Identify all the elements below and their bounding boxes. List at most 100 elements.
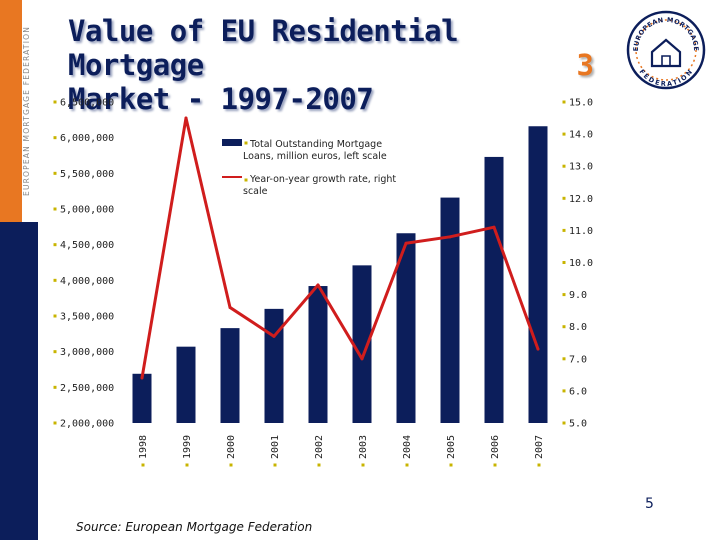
right-tick-marker xyxy=(562,357,566,361)
right-tick-label: 11.0 xyxy=(569,226,593,237)
left-tick-label: 5,000,000 xyxy=(60,205,114,216)
x-tick-label-2005: 2005 xyxy=(446,435,457,459)
bar-2001 xyxy=(264,308,284,423)
source-note: Source: European Mortgage Federation xyxy=(76,520,313,534)
slide-title: Value of EU Residential Mortgage Market … xyxy=(68,14,598,116)
right-tick-label: 10.0 xyxy=(569,258,593,269)
growth-point-2007 xyxy=(536,347,540,351)
right-tick-marker xyxy=(562,389,566,393)
right-tick-marker xyxy=(562,261,566,264)
sidebar-text-strip xyxy=(22,0,38,222)
right-tick-label: 15.0 xyxy=(569,98,593,109)
right-tick-label: 9.0 xyxy=(569,290,587,301)
right-tick-marker xyxy=(562,293,566,297)
right-tick-marker xyxy=(562,164,566,168)
growth-point-2000 xyxy=(228,305,232,309)
bar-2007 xyxy=(528,126,548,424)
left-tick-label: 3,000,000 xyxy=(60,347,114,358)
left-tick-marker xyxy=(53,243,57,247)
right-tick-marker xyxy=(562,421,566,425)
left-tick-label: 2,000,000 xyxy=(60,419,114,430)
growth-point-2004 xyxy=(404,241,408,245)
bar-2005 xyxy=(440,197,460,423)
right-tick-label: 6.0 xyxy=(569,386,587,397)
growth-point-2005 xyxy=(448,235,452,239)
left-tick-label: 2,500,000 xyxy=(60,383,114,394)
bar-1999 xyxy=(176,346,196,423)
left-axis-ticks: 2,000,000 2,500,000 3,000,000 3,500,000 4,00… xyxy=(53,98,114,430)
left-tick-label: 5,500,000 xyxy=(60,169,114,180)
left-tick-marker xyxy=(53,100,57,104)
bar-2004 xyxy=(396,233,416,423)
left-tick-label: 4,500,000 xyxy=(60,240,114,251)
bar-1998 xyxy=(132,373,152,423)
right-tick-label: 13.0 xyxy=(569,162,593,173)
left-tick-marker xyxy=(53,350,57,354)
x-tick-marker xyxy=(449,463,453,467)
left-tick-marker xyxy=(53,171,57,175)
right-tick-label: 12.0 xyxy=(569,194,593,205)
growth-point-2001 xyxy=(272,334,276,338)
left-tick-marker xyxy=(53,207,57,211)
right-axis-ticks: 5.0 6.0 7.0 8.0 9.0 10.0 11.0 12.0 13.0 14.0 15.0 xyxy=(562,98,593,430)
growth-point-1999 xyxy=(184,116,188,120)
x-tick-marker xyxy=(537,463,541,467)
x-tick-marker xyxy=(317,463,321,467)
x-axis-ticks: 1998 1999 2000 2001 2002 2003 2004 2005 2006 2007 xyxy=(138,435,545,467)
slide-number-badge: 3 xyxy=(576,48,594,82)
left-tick-label: 6,000,000 xyxy=(60,133,114,144)
x-tick-label-2003: 2003 xyxy=(358,435,369,459)
bar-2000 xyxy=(220,328,240,423)
growth-rate-line xyxy=(140,116,540,379)
bars-layer xyxy=(132,126,548,424)
left-tick-label: 6,500,000 xyxy=(60,98,114,109)
growth-point-2002 xyxy=(316,283,320,287)
right-tick-marker xyxy=(562,325,566,329)
x-tick-marker xyxy=(273,463,277,467)
right-tick-marker xyxy=(562,228,566,232)
right-tick-label: 8.0 xyxy=(569,322,587,333)
x-tick-marker xyxy=(405,463,409,467)
growth-point-2003 xyxy=(360,357,364,361)
title-line-2: Market - 1997-2007 xyxy=(68,82,374,116)
left-tick-marker xyxy=(53,421,57,425)
x-tick-marker xyxy=(229,463,233,467)
page-number: 5 xyxy=(645,496,654,512)
legend-marker xyxy=(244,141,248,145)
left-tick-marker xyxy=(53,385,57,389)
title-line-1: Value of EU Residential Mortgage xyxy=(68,14,459,82)
emf-logo-icon: EUROPEAN MORTGAGE FEDERATION xyxy=(626,10,706,90)
x-tick-label-2007: 2007 xyxy=(534,435,545,459)
x-tick-marker xyxy=(361,463,365,467)
sidebar-orange-block xyxy=(0,0,22,222)
sidebar-navy-block xyxy=(0,222,38,540)
right-tick-label: 7.0 xyxy=(569,354,587,365)
right-tick-marker xyxy=(562,196,566,200)
legend-bar-label: Total Outstanding Mortgage Loans, million… xyxy=(243,139,387,162)
right-tick-marker xyxy=(562,100,566,104)
growth-line-layer xyxy=(140,116,540,380)
right-tick-label: 5.0 xyxy=(569,419,587,430)
chart-legend: Total Outstanding Mortgage Loans, million… xyxy=(222,139,396,197)
x-tick-label-2002: 2002 xyxy=(314,435,325,459)
left-tick-marker xyxy=(53,314,57,318)
bar-2002 xyxy=(308,286,328,423)
right-tick-label: 14.0 xyxy=(569,130,593,141)
left-tick-label: 4,000,000 xyxy=(60,276,114,287)
x-tick-marker xyxy=(493,463,497,467)
left-tick-label: 3,500,000 xyxy=(60,312,114,323)
bar-2003 xyxy=(352,265,372,423)
right-tick-marker xyxy=(562,132,566,136)
growth-point-1998 xyxy=(140,376,144,380)
x-tick-marker xyxy=(185,463,189,467)
x-tick-label-2006: 2006 xyxy=(490,435,501,459)
sidebar-band: EUROPEAN MORTGAGE FEDERATION xyxy=(0,0,38,540)
bar-2006 xyxy=(484,156,504,423)
legend-line-label: Year-on-year growth rate, right scale xyxy=(243,174,396,197)
x-tick-label-1998: 1998 xyxy=(138,435,149,459)
left-tick-marker xyxy=(53,136,57,140)
x-tick-marker xyxy=(141,463,145,467)
legend-bar-swatch xyxy=(222,139,242,146)
x-tick-label-2000: 2000 xyxy=(226,435,237,459)
